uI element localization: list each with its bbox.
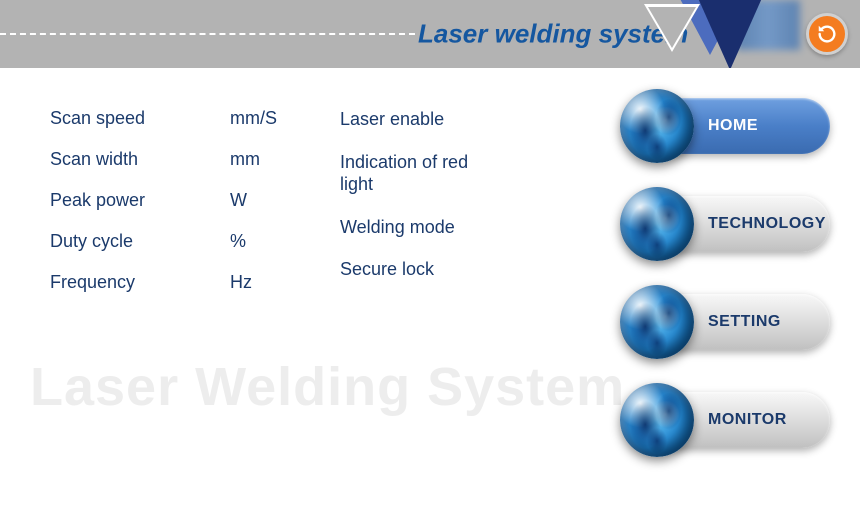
refresh-button[interactable]	[806, 13, 848, 55]
nav-label: SETTING	[708, 313, 781, 331]
param-unit: mm	[230, 149, 310, 170]
param-label: Peak power	[50, 190, 230, 211]
nav-home[interactable]: HOME	[630, 98, 830, 154]
watermark-text: Laser Welding System	[30, 356, 625, 418]
nav-setting[interactable]: SETTING	[630, 294, 830, 350]
param-label: Scan speed	[50, 108, 230, 129]
globe-icon	[620, 383, 694, 457]
header-bar: Laser welding system	[0, 0, 860, 68]
option-list: Laser enable Indication of red light Wel…	[340, 108, 480, 301]
param-unit: W	[230, 190, 310, 211]
option-label: Indication of red light	[340, 151, 480, 196]
globe-icon	[620, 89, 694, 163]
option-label: Laser enable	[340, 108, 480, 131]
param-row: Scan width mm	[50, 149, 310, 170]
nav-monitor[interactable]: MONITOR	[630, 392, 830, 448]
param-unit: %	[230, 231, 310, 252]
param-unit: mm/S	[230, 108, 310, 129]
content-area: Laser Welding System Scan speed mm/S Sca…	[0, 68, 860, 508]
nav-label: HOME	[708, 117, 758, 135]
nav-label: TECHNOLOGY	[708, 215, 826, 233]
param-label: Duty cycle	[50, 231, 230, 252]
param-label: Frequency	[50, 272, 230, 293]
param-row: Duty cycle %	[50, 231, 310, 252]
header-dash-line	[0, 33, 415, 35]
option-label: Secure lock	[340, 258, 480, 281]
param-row: Frequency Hz	[50, 272, 310, 293]
globe-icon	[620, 285, 694, 359]
option-label: Welding mode	[340, 216, 480, 239]
parameter-list: Scan speed mm/S Scan width mm Peak power…	[50, 108, 310, 313]
page-title: Laser welding system	[418, 19, 688, 50]
nav-technology[interactable]: TECHNOLOGY	[630, 196, 830, 252]
globe-icon	[620, 187, 694, 261]
nav-menu: HOME TECHNOLOGY SETTING MONITOR	[630, 98, 830, 448]
refresh-icon	[816, 23, 838, 45]
param-row: Scan speed mm/S	[50, 108, 310, 129]
param-label: Scan width	[50, 149, 230, 170]
param-row: Peak power W	[50, 190, 310, 211]
nav-label: MONITOR	[708, 411, 787, 429]
param-unit: Hz	[230, 272, 310, 293]
